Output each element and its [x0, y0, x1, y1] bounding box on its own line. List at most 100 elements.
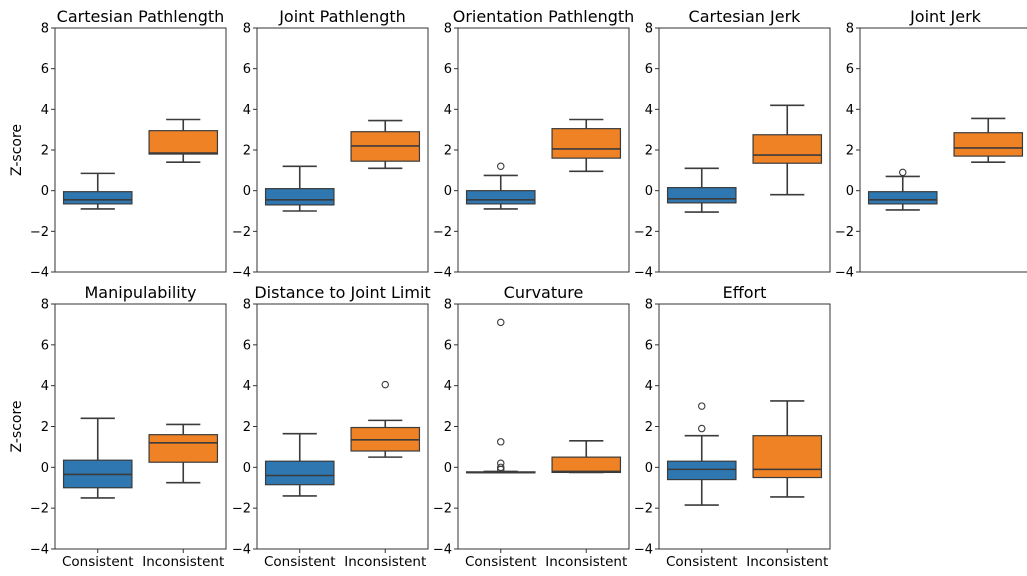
box-consistent	[666, 167, 737, 213]
iqr-box	[666, 460, 737, 481]
y-tick-label: 4	[41, 103, 49, 118]
box-consistent	[465, 162, 536, 210]
y-tick-label: 2	[444, 420, 452, 435]
y-tick-label: 0	[243, 184, 251, 199]
y-tick-label: 2	[444, 144, 452, 159]
outlier-point	[496, 463, 505, 472]
axes-frame	[54, 27, 227, 273]
y-tick-label: 8	[444, 298, 452, 313]
outlier-point	[697, 424, 706, 433]
chart-panel: Orientation Pathlength −4 −2 0 2 4 6 8	[433, 7, 634, 281]
y-tick-label: 8	[243, 298, 251, 313]
chart-title: Distance to Joint Limit	[254, 283, 430, 302]
iqr-box	[752, 134, 823, 164]
y-tick-label: 4	[645, 103, 653, 118]
chart-title: Effort	[723, 283, 767, 302]
y-tick-label: 2	[645, 420, 653, 435]
y-tick-label: −4	[30, 543, 49, 558]
outlier-point	[496, 162, 505, 171]
iqr-box	[551, 128, 622, 159]
chart-panel: Manipulability −4 −2 0 2 4 6 8 Z-score Consistent…	[9, 283, 227, 570]
y-tick-label: −2	[634, 225, 653, 240]
y-axis-label: Z-score	[9, 124, 25, 176]
y-tick-label: −4	[433, 543, 452, 558]
x-tick-label: Consistent	[465, 554, 537, 570]
y-tick-label: −2	[433, 502, 452, 517]
x-tick-label: Consistent	[62, 554, 134, 570]
y-tick-label: 6	[444, 62, 452, 77]
iqr-box	[465, 190, 536, 205]
box-inconsistent	[350, 119, 421, 170]
axes-frame	[457, 27, 630, 273]
y-tick-label: 2	[243, 420, 251, 435]
y-tick-label: 0	[444, 461, 452, 476]
iqr-box	[666, 187, 737, 204]
outlier-point	[496, 318, 505, 327]
axes-frame	[457, 303, 630, 550]
y-tick-label: 6	[41, 62, 49, 77]
box-inconsistent	[148, 118, 219, 163]
y-tick-label: 6	[243, 62, 251, 77]
y-tick-label: 6	[41, 338, 49, 353]
y-tick-label: 4	[846, 103, 854, 118]
y-tick-label: −4	[835, 266, 854, 281]
box-inconsistent	[350, 380, 421, 458]
box-consistent	[666, 402, 737, 506]
y-tick-label: 0	[846, 184, 854, 199]
box-inconsistent	[953, 117, 1024, 163]
box-inconsistent	[752, 400, 823, 498]
axes-frame	[256, 27, 429, 273]
y-tick-label: 8	[846, 22, 854, 37]
box-inconsistent	[551, 439, 622, 474]
y-tick-label: 4	[444, 379, 452, 394]
y-tick-label: −4	[634, 266, 653, 281]
axes-frame	[256, 303, 429, 550]
y-tick-label: −4	[433, 266, 452, 281]
iqr-box	[148, 434, 219, 463]
iqr-box	[264, 188, 335, 206]
y-tick-label: 6	[645, 62, 653, 77]
y-tick-label: 6	[645, 338, 653, 353]
y-tick-label: 2	[645, 144, 653, 159]
iqr-box	[551, 456, 622, 474]
y-tick-label: 8	[645, 22, 653, 37]
box-inconsistent	[148, 423, 219, 484]
y-tick-label: −2	[30, 502, 49, 517]
y-tick-label: 0	[444, 184, 452, 199]
y-tick-label: −4	[232, 266, 251, 281]
y-tick-label: −2	[634, 502, 653, 517]
chart-panel: Joint Pathlength −4 −2 0 2 4 6 8	[232, 7, 429, 281]
iqr-box	[752, 435, 823, 479]
x-tick-label: Inconsistent	[142, 554, 224, 570]
outlier-point	[898, 168, 907, 177]
y-tick-label: 8	[41, 298, 49, 313]
y-axis-label: Z-score	[9, 400, 25, 452]
iqr-box	[867, 191, 938, 205]
y-tick-label: −2	[30, 225, 49, 240]
y-tick-label: −4	[634, 543, 653, 558]
y-tick-label: 2	[243, 144, 251, 159]
y-tick-label: −2	[232, 502, 251, 517]
y-tick-label: −4	[232, 543, 251, 558]
chart-title: Joint Jerk	[909, 7, 982, 26]
x-tick-label: Inconsistent	[545, 554, 627, 570]
iqr-box	[264, 460, 335, 486]
y-tick-label: 4	[243, 379, 251, 394]
y-tick-label: −2	[835, 225, 854, 240]
y-tick-label: 2	[41, 144, 49, 159]
y-tick-label: 8	[645, 298, 653, 313]
y-tick-label: 2	[41, 420, 49, 435]
y-tick-label: 8	[444, 22, 452, 37]
chart-title: Curvature	[504, 283, 584, 302]
chart-title: Manipulability	[85, 283, 197, 302]
box-consistent	[264, 432, 335, 497]
chart-panel: Curvature −4 −2 0 2 4 6 8 Consistent Inconsistent	[433, 283, 630, 570]
y-tick-label: 2	[846, 144, 854, 159]
chart-title: Cartesian Jerk	[689, 7, 802, 26]
y-tick-label: 6	[846, 62, 854, 77]
x-tick-label: Consistent	[666, 554, 738, 570]
iqr-box	[953, 132, 1024, 157]
chart-panel: Distance to Joint Limit −4 −2 0 2 4 6 8 Consiste…	[232, 283, 431, 570]
y-tick-label: 0	[41, 184, 49, 199]
y-tick-label: −4	[30, 266, 49, 281]
